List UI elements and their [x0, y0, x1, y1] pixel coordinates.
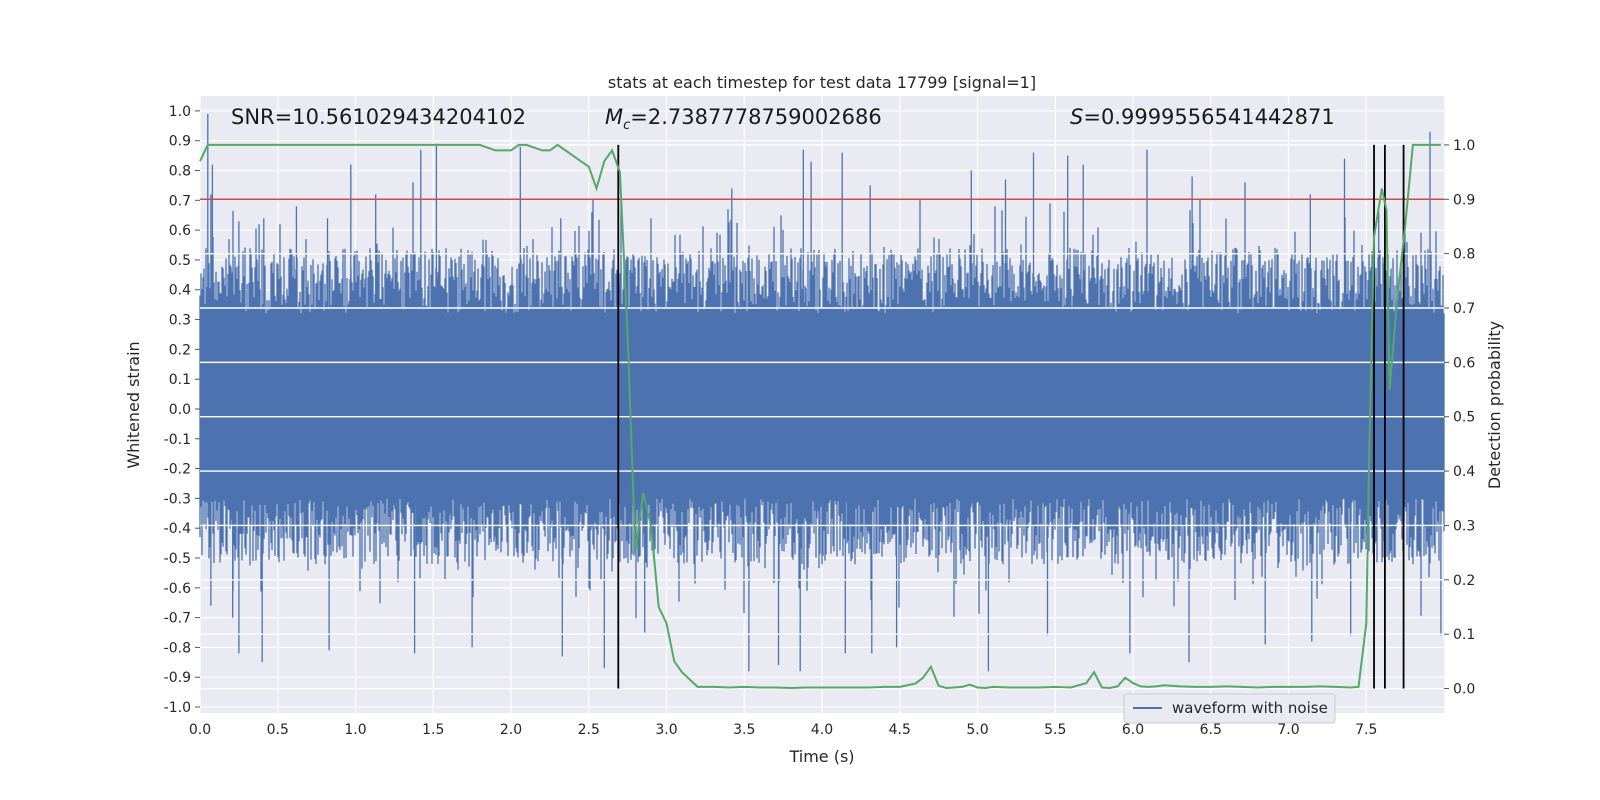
y2-tick-label: 0.8 — [1453, 247, 1475, 263]
y-tick-label: -0.8 — [164, 640, 191, 656]
y-tick-label: 0.6 — [169, 223, 191, 239]
x-tick-label: 7.5 — [1355, 722, 1377, 738]
x-tick-label: 6.5 — [1200, 722, 1222, 738]
y2-tick-label: 0.5 — [1453, 410, 1475, 426]
y-tick-label: 0.2 — [169, 342, 191, 358]
y-tick-label: 0.9 — [169, 134, 191, 150]
y-tick-label: -0.4 — [164, 521, 191, 537]
y-tick-label: -1.0 — [164, 700, 191, 716]
y-tick-label: 0.4 — [169, 283, 191, 299]
y-tick-label: 0.5 — [169, 253, 191, 269]
y-tick-label: 0.8 — [169, 164, 191, 180]
score-symbol: S — [1070, 105, 1083, 129]
x-tick-label: 5.0 — [966, 722, 988, 738]
y-tick-label: 0.7 — [169, 193, 191, 209]
x-axis-ticks: 0.0 0.5 1.0 1.5 2.0 2.5 3.0 3.5 4.0 4.5 5.0 5.5 6.0 6… — [189, 722, 1378, 738]
chirp-mass-symbol: M — [605, 105, 623, 129]
y-tick-label: -0.3 — [164, 491, 191, 507]
y2-tick-label: 0.6 — [1453, 355, 1475, 371]
y2-tick-label: 0.9 — [1453, 192, 1475, 208]
y-tick-label: 0.1 — [169, 372, 191, 388]
y2-axis-ticks: 1.0 0.9 0.8 0.7 0.6 0.5 0.4 0.3 0.2 0.1 0.0 — [1444, 138, 1475, 698]
y2-tick-label: 0.0 — [1453, 682, 1475, 698]
snr-annotation: SNR=10.561029434204102 — [231, 105, 526, 129]
legend-box — [1123, 693, 1336, 724]
y-tick-label: -0.9 — [164, 670, 191, 686]
y-tick-label: -0.5 — [164, 551, 191, 567]
x-tick-label: 4.0 — [811, 722, 833, 738]
x-tick-label: 6.0 — [1122, 722, 1144, 738]
y-axis-ticks: 1.0 0.9 0.8 0.7 0.6 0.5 0.4 0.3 0.2 0.1 0.0 -0.1 -0.… — [164, 104, 200, 716]
y-tick-label: -0.6 — [164, 581, 191, 597]
y2-tick-label: 1.0 — [1453, 138, 1475, 154]
x-tick-label: 1.0 — [344, 722, 366, 738]
score-annotation: S=0.9999556541442871 — [1070, 105, 1335, 129]
x-tick-label: 1.5 — [422, 722, 444, 738]
chirp-mass-value: =2.7387778759002686 — [630, 105, 881, 129]
legend-label: waveform with noise — [1172, 699, 1328, 717]
x-tick-label: 7.0 — [1277, 722, 1299, 738]
y-tick-label: 0.0 — [169, 402, 191, 418]
y-axis-label: Whitened strain — [124, 341, 143, 468]
x-tick-label: 3.5 — [733, 722, 755, 738]
x-tick-label: 2.0 — [500, 722, 522, 738]
x-tick-label: 0.5 — [267, 722, 289, 738]
chirp-mass-annotation: Mc=2.7387778759002686 — [605, 105, 882, 133]
x-axis-label: Time (s) — [788, 747, 854, 766]
x-tick-label: 2.5 — [578, 722, 600, 738]
y2-tick-label: 0.7 — [1453, 301, 1475, 317]
waveform-series — [199, 113, 1445, 672]
y-tick-label: -0.2 — [164, 462, 191, 478]
y-tick-label: -0.1 — [164, 432, 191, 448]
probability-series — [199, 143, 1441, 690]
y-tick-label: -0.7 — [164, 611, 191, 627]
y2-tick-label: 0.1 — [1453, 627, 1475, 643]
x-tick-label: 0.0 — [189, 722, 211, 738]
y2-tick-label: 0.2 — [1453, 573, 1475, 589]
probability-line — [199, 143, 1441, 690]
x-tick-label: 3.0 — [655, 722, 677, 738]
y2-axis-label: Detection probability — [1485, 321, 1504, 489]
x-tick-label: 5.5 — [1044, 722, 1066, 738]
score-value: =0.9999556541442871 — [1083, 105, 1334, 129]
y-tick-label: 1.0 — [169, 104, 191, 120]
x-tick-label: 4.5 — [889, 722, 911, 738]
chart-title: stats at each timestep for test data 177… — [608, 73, 1036, 92]
y2-tick-label: 0.4 — [1453, 464, 1475, 480]
y2-tick-label: 0.3 — [1453, 518, 1475, 534]
legend: waveform with noise — [1123, 693, 1336, 724]
y-tick-label: 0.3 — [169, 313, 191, 329]
chirp-mass-subscript: c — [623, 118, 630, 133]
